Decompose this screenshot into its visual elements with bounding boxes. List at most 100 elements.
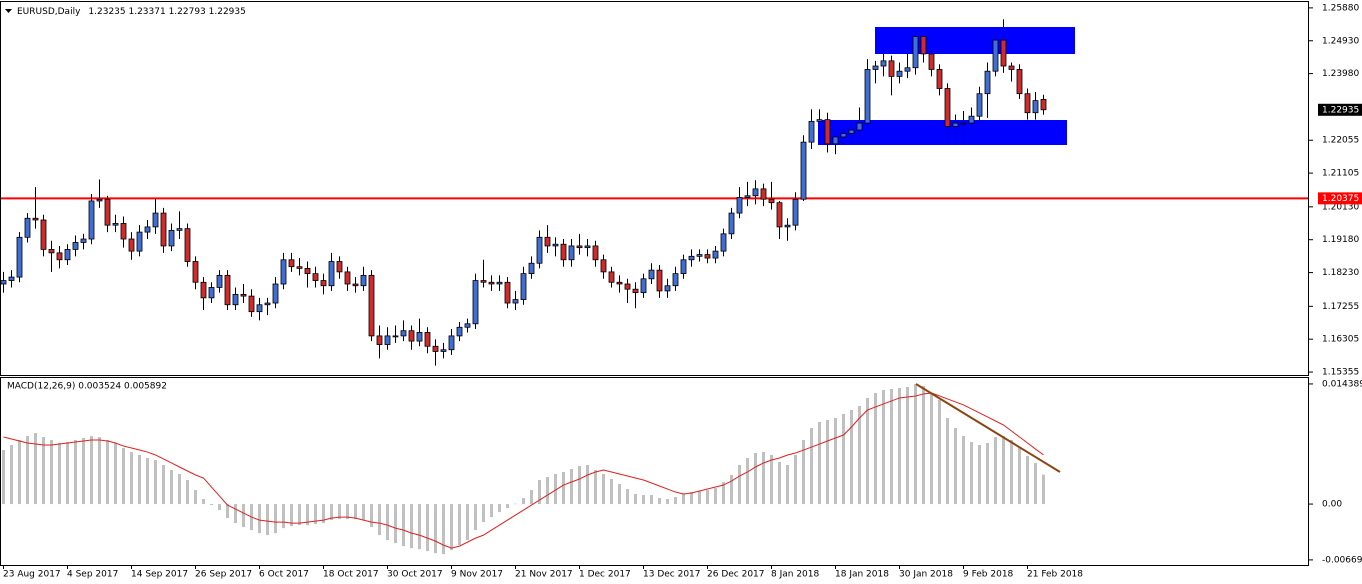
- candle-body: [328, 261, 335, 287]
- price-panel-frame: [0, 1, 1309, 376]
- x-tick-label: 4 Sep 2017: [67, 570, 118, 580]
- x-tick-label: 14 Sep 2017: [131, 570, 188, 580]
- macd-bar: [970, 442, 973, 505]
- candle-body: [472, 280, 479, 325]
- x-tick-label: 23 Aug 2017: [3, 570, 61, 580]
- candle-body: [272, 283, 279, 304]
- candle-body: [336, 261, 343, 273]
- macd-bar: [290, 504, 293, 527]
- macd-bar: [314, 504, 317, 525]
- candle-body: [24, 217, 31, 238]
- y-tick-label: 1.24930: [1322, 36, 1359, 46]
- x-tick-label: 8 Jan 2018: [771, 570, 819, 580]
- candle-body: [584, 245, 591, 249]
- candle-body: [768, 198, 775, 204]
- macd-bar: [906, 386, 909, 505]
- candle-body: [992, 39, 999, 72]
- y-tick-label: 1.22055: [1322, 136, 1359, 146]
- macd-bar: [50, 440, 53, 505]
- candle-body: [168, 229, 175, 247]
- y-tick-label: 1.18230: [1322, 268, 1359, 278]
- candle-body: [56, 252, 63, 261]
- candle-body: [1000, 39, 1007, 67]
- macd-bar: [922, 385, 925, 505]
- candle-body: [600, 259, 607, 273]
- macd-bar: [178, 474, 181, 505]
- candle-body: [184, 228, 191, 262]
- y-tick-label: 1.19180: [1322, 235, 1359, 245]
- macd-bar: [802, 440, 805, 505]
- macd-bar: [170, 469, 173, 505]
- macd-bar: [274, 504, 277, 534]
- macd-bar: [754, 452, 757, 505]
- macd-bar: [386, 504, 389, 541]
- candle-body: [8, 276, 15, 281]
- candle-body: [104, 198, 111, 226]
- x-tick-label: 21 Feb 2018: [1027, 570, 1083, 580]
- macd-bar: [626, 489, 629, 505]
- macd-bar: [346, 504, 349, 520]
- candle-body: [464, 323, 471, 328]
- x-tick-label: 18 Oct 2017: [323, 570, 379, 580]
- macd-bar: [218, 504, 221, 511]
- macd-bar: [866, 397, 869, 505]
- candle-body: [48, 248, 55, 254]
- x-tick-label: 13 Dec 2017: [643, 570, 701, 580]
- macd-bar: [234, 504, 237, 524]
- candle-body: [816, 119, 823, 122]
- candle-body: [912, 36, 919, 69]
- candle-body: [648, 269, 655, 280]
- macd-bar: [658, 498, 661, 505]
- candle-body: [952, 122, 959, 127]
- candle-body: [504, 281, 511, 304]
- support-zone: [818, 120, 1067, 145]
- macd-bar: [370, 504, 373, 528]
- macd-bar: [450, 504, 453, 551]
- macd-bar: [730, 475, 733, 505]
- candle-body: [88, 200, 95, 240]
- macd-bar: [794, 454, 797, 505]
- macd-bar: [514, 503, 517, 505]
- macd-bar: [98, 437, 101, 505]
- candle-body: [280, 259, 287, 285]
- candle-body: [96, 198, 103, 202]
- candle-body: [112, 223, 119, 226]
- candle-body: [232, 293, 239, 306]
- candle-body: [488, 281, 495, 285]
- macd-bar: [722, 482, 725, 505]
- candle-body: [936, 69, 943, 89]
- macd-bar: [978, 445, 981, 505]
- x-tick-label: 26 Dec 2017: [707, 570, 765, 580]
- candle-body: [856, 122, 863, 131]
- candle-body: [696, 254, 703, 257]
- candle-body: [592, 245, 599, 261]
- macd-bar: [682, 494, 685, 505]
- candle-body: [984, 70, 991, 95]
- candle-body: [64, 248, 71, 261]
- macd-bar: [1018, 447, 1021, 505]
- candle-body: [736, 197, 743, 214]
- candle-body: [864, 69, 871, 124]
- macd-bar: [146, 457, 149, 505]
- candle-body: [360, 274, 367, 287]
- x-tick-label: 26 Sep 2017: [195, 570, 252, 580]
- candle-body: [832, 136, 839, 145]
- menu-arrow: [5, 9, 12, 13]
- macd-bar: [674, 497, 677, 505]
- macd-bar: [378, 504, 381, 536]
- macd-bar: [58, 443, 61, 505]
- candle-body: [632, 288, 639, 294]
- candle-body: [880, 60, 887, 67]
- macd-bar: [306, 504, 309, 526]
- macd-bar: [770, 454, 773, 505]
- macd-bar: [594, 469, 597, 505]
- macd-bar: [138, 454, 141, 505]
- candle-body: [656, 269, 663, 292]
- macd-bar: [418, 504, 421, 550]
- x-tick-label: 21 Nov 2017: [515, 570, 573, 580]
- macd-bar: [642, 495, 645, 505]
- candle-body: [40, 219, 47, 250]
- candle-body: [200, 281, 207, 299]
- macd-bar: [898, 387, 901, 505]
- candle-body: [400, 330, 407, 337]
